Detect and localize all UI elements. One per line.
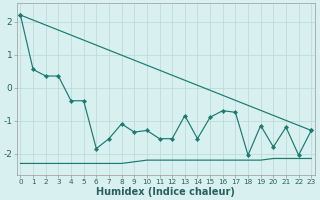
X-axis label: Humidex (Indice chaleur): Humidex (Indice chaleur) [96, 187, 235, 197]
